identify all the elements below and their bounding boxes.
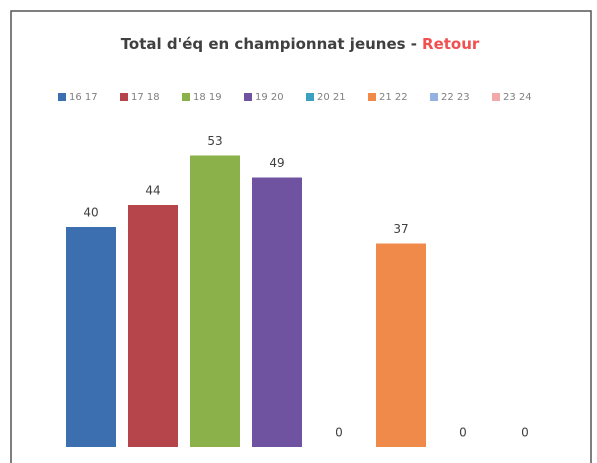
data-label: 37 (393, 222, 408, 236)
legend-label: 23 24 (503, 92, 532, 103)
legend-swatch (306, 93, 314, 101)
bar (252, 177, 302, 447)
bar (376, 243, 426, 447)
data-label: 44 (145, 184, 160, 198)
data-label: 0 (335, 426, 343, 440)
data-label: 0 (459, 426, 467, 440)
legend-swatch (492, 93, 500, 101)
bar (190, 155, 240, 447)
legend-swatch (182, 93, 190, 101)
data-label: 49 (269, 156, 284, 170)
legend-label: 22 23 (441, 92, 470, 103)
chart-title: Total d'éq en championnat jeunes - Retour (121, 35, 480, 53)
legend-label: 19 20 (255, 92, 284, 103)
legend-label: 18 19 (193, 92, 222, 103)
legend-label: 20 21 (317, 92, 346, 103)
legend-label: 17 18 (131, 92, 160, 103)
legend-label: 16 17 (69, 92, 98, 103)
legend-swatch (244, 93, 252, 101)
bar (128, 205, 178, 447)
title-main: Total d'éq en championnat jeunes - (121, 35, 417, 53)
data-label: 40 (83, 206, 98, 220)
legend-swatch (58, 93, 66, 101)
data-label: 0 (521, 426, 529, 440)
bar (66, 227, 116, 447)
data-label: 53 (207, 134, 222, 148)
legend-swatch (430, 93, 438, 101)
legend-label: 21 22 (379, 92, 408, 103)
legend-swatch (368, 93, 376, 101)
legend-swatch (120, 93, 128, 101)
title-highlight: Retour (422, 35, 480, 53)
